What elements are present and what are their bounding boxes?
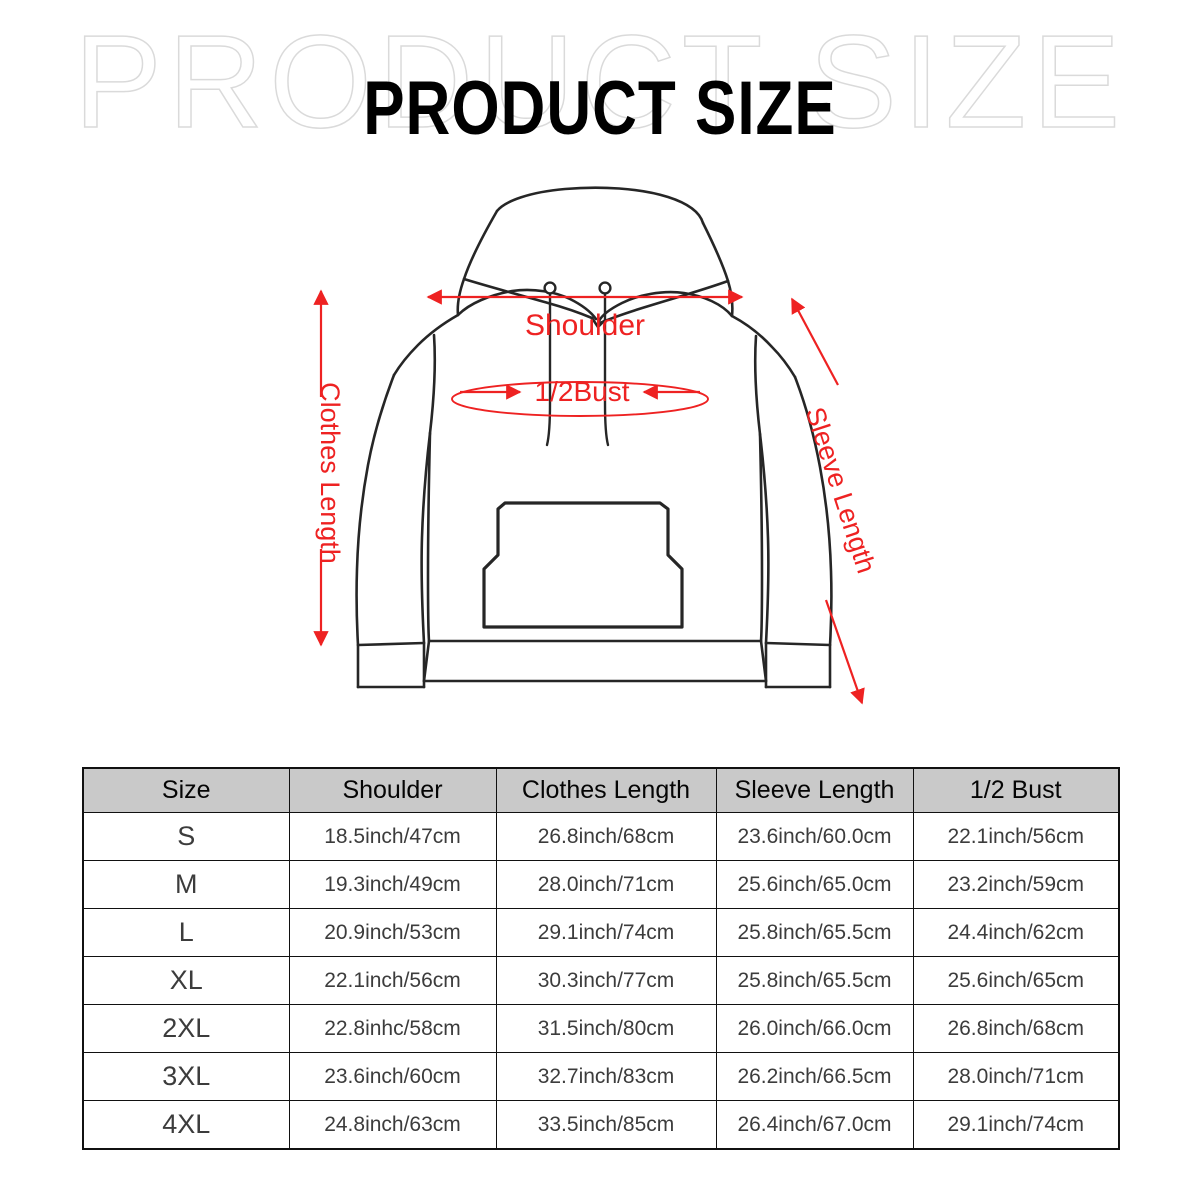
- cell-clothes-length: 26.8inch/68cm: [495, 812, 717, 861]
- cell-size: 3XL: [82, 1052, 290, 1101]
- cell-half-bust: 22.1inch/56cm: [912, 812, 1120, 861]
- hoodie-diagram: Shoulder 1/2Bust Clothes Length Sleeve L…: [0, 175, 1200, 755]
- size-chart-table: Size Shoulder Clothes Length Sleeve Leng…: [82, 767, 1120, 1150]
- cell-size: 2XL: [82, 1004, 290, 1053]
- cell-half-bust: 25.6inch/65cm: [912, 956, 1120, 1005]
- cell-clothes-length: 28.0inch/71cm: [495, 860, 717, 909]
- cell-shoulder: 23.6inch/60cm: [288, 1052, 497, 1101]
- cell-clothes-length: 33.5inch/85cm: [495, 1100, 717, 1150]
- sleeve-length-measure-annotation: Sleeve Length: [791, 297, 882, 705]
- cell-half-bust: 24.4inch/62cm: [912, 908, 1120, 957]
- cell-sleeve-length: 26.2inch/66.5cm: [715, 1052, 914, 1101]
- cell-half-bust: 29.1inch/74cm: [912, 1100, 1120, 1150]
- half-bust-label: 1/2Bust: [535, 376, 630, 407]
- sleeve-length-arrow-top-icon: [791, 297, 839, 386]
- clothes-length-measure-annotation: Clothes Length: [313, 289, 345, 647]
- column-header-half-bust: 1/2 Bust: [912, 767, 1120, 813]
- cell-half-bust: 23.2inch/59cm: [912, 860, 1120, 909]
- page-title: PRODUCT SIZE: [363, 67, 837, 152]
- column-header-shoulder: Shoulder: [288, 767, 497, 813]
- cell-shoulder: 19.3inch/49cm: [288, 860, 497, 909]
- drawstring-eyelet-right-icon: [598, 281, 612, 295]
- cell-shoulder: 22.1inch/56cm: [288, 956, 497, 1005]
- drawstring-eyelet-left-icon: [543, 281, 557, 295]
- cell-half-bust: 28.0inch/71cm: [912, 1052, 1120, 1101]
- column-header-sleeve-length: Sleeve Length: [715, 767, 914, 813]
- cell-sleeve-length: 25.8inch/65.5cm: [715, 908, 914, 957]
- column-header-clothes-length: Clothes Length: [495, 767, 717, 813]
- half-bust-measure-annotation: 1/2Bust: [451, 376, 709, 417]
- hoodie-outline-icon: [355, 186, 833, 689]
- sleeve-length-arrow-bottom-icon: [824, 599, 865, 705]
- cell-sleeve-length: 25.6inch/65.0cm: [715, 860, 914, 909]
- half-bust-ellipse-icon: [451, 381, 709, 417]
- table-row: M 19.3inch/49cm 28.0inch/71cm 25.6inch/6…: [82, 860, 1120, 909]
- size-chart-table-wrap: Size Shoulder Clothes Length Sleeve Leng…: [82, 767, 1120, 1150]
- cell-sleeve-length: 23.6inch/60.0cm: [715, 812, 914, 861]
- table-row: 3XL 23.6inch/60cm 32.7inch/83cm 26.2inch…: [82, 1052, 1120, 1101]
- title-watermark-text: PRODUCT SIZE: [73, 8, 1127, 155]
- table-row: XL 22.1inch/56cm 30.3inch/77cm 25.8inch/…: [82, 956, 1120, 1005]
- sleeve-length-label: Sleeve Length: [800, 403, 882, 576]
- table-row: 4XL 24.8inch/63cm 33.5inch/85cm 26.4inch…: [82, 1100, 1120, 1150]
- clothes-length-label: Clothes Length: [315, 382, 345, 564]
- cell-clothes-length: 32.7inch/83cm: [495, 1052, 717, 1101]
- cell-shoulder: 18.5inch/47cm: [288, 812, 497, 861]
- cell-size: L: [82, 908, 290, 957]
- cell-size: XL: [82, 956, 290, 1005]
- table-header-row: Size Shoulder Clothes Length Sleeve Leng…: [82, 767, 1120, 813]
- page-title-zone: PRODUCT SIZE PRODUCT SIZE: [0, 0, 1200, 175]
- cell-shoulder: 20.9inch/53cm: [288, 908, 497, 957]
- cell-sleeve-length: 25.8inch/65.5cm: [715, 956, 914, 1005]
- column-header-size: Size: [82, 767, 290, 813]
- cell-size: S: [82, 812, 290, 861]
- shoulder-label: Shoulder: [525, 309, 645, 342]
- cell-clothes-length: 31.5inch/80cm: [495, 1004, 717, 1053]
- cell-half-bust: 26.8inch/68cm: [912, 1004, 1120, 1053]
- cell-sleeve-length: 26.4inch/67.0cm: [715, 1100, 914, 1150]
- cell-shoulder: 22.8inhc/58cm: [288, 1004, 497, 1053]
- cell-size: M: [82, 860, 290, 909]
- table-row: L 20.9inch/53cm 29.1inch/74cm 25.8inch/6…: [82, 908, 1120, 957]
- cell-clothes-length: 30.3inch/77cm: [495, 956, 717, 1005]
- shoulder-measure-annotation: Shoulder: [426, 289, 744, 342]
- table-row: 2XL 22.8inhc/58cm 31.5inch/80cm 26.0inch…: [82, 1004, 1120, 1053]
- cell-size: 4XL: [82, 1100, 290, 1150]
- cell-shoulder: 24.8inch/63cm: [288, 1100, 497, 1150]
- table-row: S 18.5inch/47cm 26.8inch/68cm 23.6inch/6…: [82, 812, 1120, 861]
- cell-sleeve-length: 26.0inch/66.0cm: [715, 1004, 914, 1053]
- cell-clothes-length: 29.1inch/74cm: [495, 908, 717, 957]
